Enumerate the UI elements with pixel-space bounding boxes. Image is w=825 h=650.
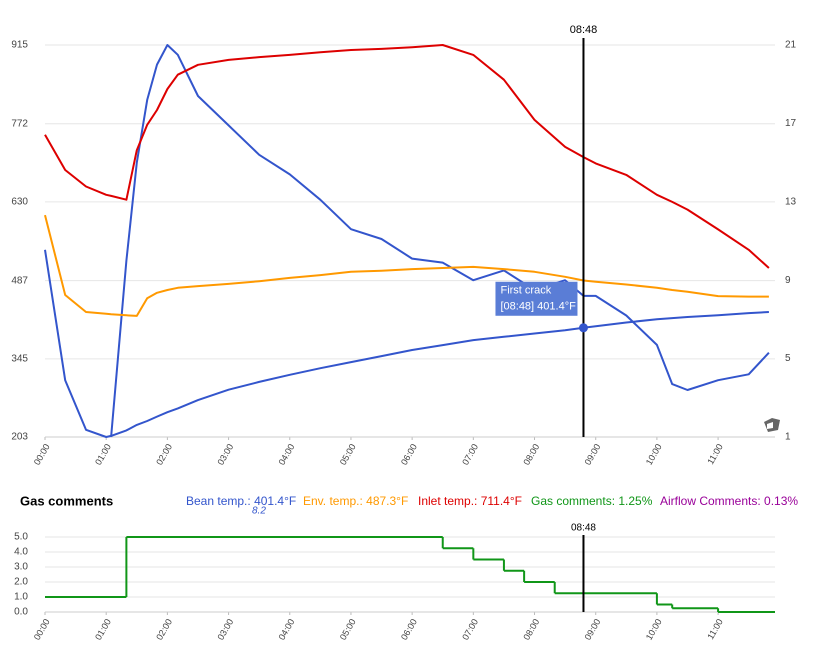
legend-entry: Bean temp.: 401.4°F [186,494,296,508]
y-tick-label: 772 [11,118,28,129]
y-tick-label: 3.0 [14,562,28,573]
x-tick-label: 07:00 [460,442,480,467]
x-tick-label: 04:00 [277,442,297,467]
legend-name: Inlet temp.: [418,494,477,508]
x-tick-label: 05:00 [338,617,358,642]
y2-tick-label: 5 [785,353,791,364]
legend-entry: Airflow Comments: 0.13% [660,494,798,508]
y-tick-label: 2.0 [14,577,28,588]
x-tick-label: 01:00 [93,442,113,467]
x-tick-label: 02:00 [154,442,174,467]
logo-icon [764,418,780,432]
x-tick-label: 11:00 [705,617,725,641]
tooltip-detail: [08:48] 401.4°F [500,301,576,313]
legend-name: Bean temp.: [186,494,251,508]
y-tick-label: 0.0 [14,607,28,618]
tooltip-box [495,281,578,316]
x-tick-label: 02:00 [154,617,174,642]
x-tick-label: 10:00 [644,442,664,467]
x-tick-label: 06:00 [399,442,419,467]
y-tick-label: 5.0 [14,532,28,543]
x-tick-label: 10:00 [644,617,664,642]
series-line [44,44,770,269]
series-line [44,214,769,317]
x-tick-label: 09:00 [583,617,603,642]
y-tick-label: 630 [11,197,28,208]
chart-title: Gas comments [20,493,113,508]
y-tick-label: 4.0 [14,547,28,558]
legend-name: Env. temp.: [303,494,363,508]
series-line [110,44,770,438]
annotation-label: 08:48 [571,523,596,534]
x-tick-label: 03:00 [215,442,235,467]
y-tick-label: 1.0 [14,592,28,603]
x-tick-label: 01:00 [93,617,113,642]
legend-reading: 1.25% [618,494,652,508]
x-tick-label: 05:00 [338,442,358,467]
legend-reading: 0.13% [764,494,798,508]
legend-reading: 401.4°F [254,494,296,508]
y2-tick-label: 9 [785,275,791,286]
legend-reading: 711.4°F [481,494,522,508]
legend-name: Gas comments: [531,494,615,508]
y2-tick-label: 21 [785,40,797,51]
x-tick-label: 00:00 [32,617,52,642]
annotation-label: 08:48 [570,24,598,36]
legend-sub-reading: 8.2 [252,506,266,517]
tooltip-title: First crack [500,285,551,297]
y-tick-label: 203 [11,432,28,443]
y-tick-label: 345 [11,353,28,364]
x-tick-label: 08:00 [521,617,541,642]
x-tick-label: 04:00 [277,617,297,642]
y2-tick-label: 17 [785,118,797,129]
x-tick-label: 00:00 [32,442,52,467]
x-tick-label: 07:00 [460,617,480,642]
x-tick-label: 03:00 [215,617,235,642]
series-line [44,249,769,438]
annotation-point [578,323,588,333]
y-tick-label: 487 [11,275,28,286]
y-tick-label: 915 [11,40,28,51]
legend-reading: 487.3°F [366,494,408,508]
x-tick-label: 09:00 [583,442,603,467]
x-tick-label: 08:00 [521,442,541,467]
x-tick-label: 11:00 [705,442,725,466]
y2-tick-label: 1 [785,432,791,443]
legend-entry: Env. temp.: 487.3°F [303,494,408,508]
x-tick-label: 06:00 [399,617,419,642]
y2-tick-label: 13 [785,196,797,207]
legend-entry: Gas comments: 1.25% [531,494,653,508]
legend-name: Airflow Comments: [660,494,761,508]
legend-entry: Inlet temp.: 711.4°F [418,494,522,508]
